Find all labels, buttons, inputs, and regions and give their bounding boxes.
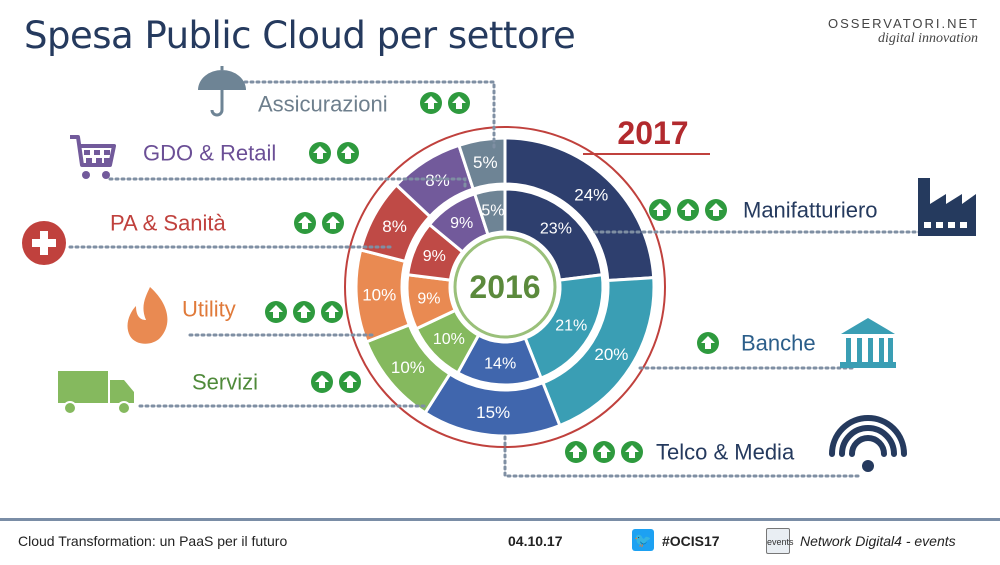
osservatori-logo: OSSERVATORI.NET digital innovation	[828, 16, 978, 47]
slice-2017-7	[457, 136, 507, 191]
growth-arrow-icon	[321, 301, 343, 323]
label-2016-4: 9%	[417, 291, 440, 308]
outer-ring	[344, 126, 666, 448]
logo-line2: digital innovation	[878, 31, 978, 46]
label-2016-6: 9%	[450, 215, 473, 232]
bank-icon	[840, 318, 896, 368]
year-2016-label: 2016	[469, 269, 540, 305]
growth-arrow-icon	[649, 199, 671, 221]
label-2016-3: 10%	[433, 331, 465, 348]
label-2017-6: 8%	[425, 171, 450, 190]
center-circle	[453, 235, 557, 339]
footer-bar: Cloud Transformation: un PaaS per il fut…	[0, 518, 1000, 565]
growth-arrow-icon	[293, 301, 315, 323]
flame-icon	[127, 287, 168, 344]
growth-arrow-icon	[309, 142, 331, 164]
growth-arrow-icon	[705, 199, 727, 221]
growth-arrow-icon	[621, 441, 643, 463]
sector-label-0: Manifatturiero	[743, 198, 878, 223]
twitter-icon[interactable]: 🐦	[632, 529, 654, 551]
cart-icon	[70, 135, 116, 179]
label-2016-0: 23%	[540, 221, 572, 238]
year-2017-label: 2017	[617, 115, 688, 151]
growth-arrow-icon	[677, 199, 699, 221]
logo-line1: OSSERVATORI.NET	[828, 16, 980, 31]
label-2017-4: 10%	[362, 285, 396, 304]
growth-arrow-icon	[448, 92, 470, 114]
leader-line-0	[243, 80, 496, 150]
sector-label-3: Servizi	[192, 370, 258, 395]
growth-arrow-icon	[337, 142, 359, 164]
footer-hashtag[interactable]: #OCIS17	[662, 533, 720, 549]
leader-line-7	[503, 435, 862, 478]
growth-arrow-icon	[593, 441, 615, 463]
sector-label-6: GDO & Retail	[143, 141, 276, 166]
growth-arrow-icon	[265, 301, 287, 323]
growth-arrow-icon	[697, 332, 719, 354]
page-title: Spesa Public Cloud per settore	[24, 14, 576, 57]
label-2017-0: 24%	[574, 186, 608, 205]
growth-arrow-icon	[420, 92, 442, 114]
label-2016-7: 5%	[481, 202, 504, 219]
growth-arrow-icon	[294, 212, 316, 234]
growth-arrow-icon	[339, 371, 361, 393]
growth-arrow-icon	[565, 441, 587, 463]
growth-arrow-icon	[322, 212, 344, 234]
footer-conference-title: Cloud Transformation: un PaaS per il fut…	[18, 533, 288, 549]
sector-label-5: PA & Sanità	[110, 211, 227, 236]
sector-label-7: Assicurazioni	[258, 92, 388, 117]
growth-arrow-icon	[311, 371, 333, 393]
slice-2016-0	[503, 187, 604, 282]
label-2017-2: 15%	[476, 403, 510, 422]
sector-label-4: Utility	[182, 297, 236, 322]
wifi-icon	[829, 415, 907, 472]
label-2017-1: 20%	[594, 345, 628, 364]
medical-cross-icon	[22, 221, 66, 265]
label-2016-1: 21%	[555, 318, 587, 335]
umbrella-icon	[198, 66, 246, 117]
leader-line-1	[108, 177, 467, 192]
footer-date: 04.10.17	[508, 533, 563, 549]
calendar-icon: events	[766, 528, 794, 554]
sector-label-1: Banche	[741, 331, 816, 356]
label-2016-2: 14%	[484, 355, 516, 372]
label-2017-7: 5%	[473, 153, 498, 172]
truck-icon	[58, 371, 134, 415]
footer-network: Network Digital4 - events	[800, 533, 956, 549]
label-2017-3: 10%	[391, 358, 425, 377]
slice-2016-7	[472, 187, 507, 237]
factory-icon	[918, 178, 976, 236]
label-2016-5: 9%	[423, 248, 446, 265]
sector-label-2: Telco & Media	[656, 440, 795, 465]
label-2017-5: 8%	[382, 217, 407, 236]
